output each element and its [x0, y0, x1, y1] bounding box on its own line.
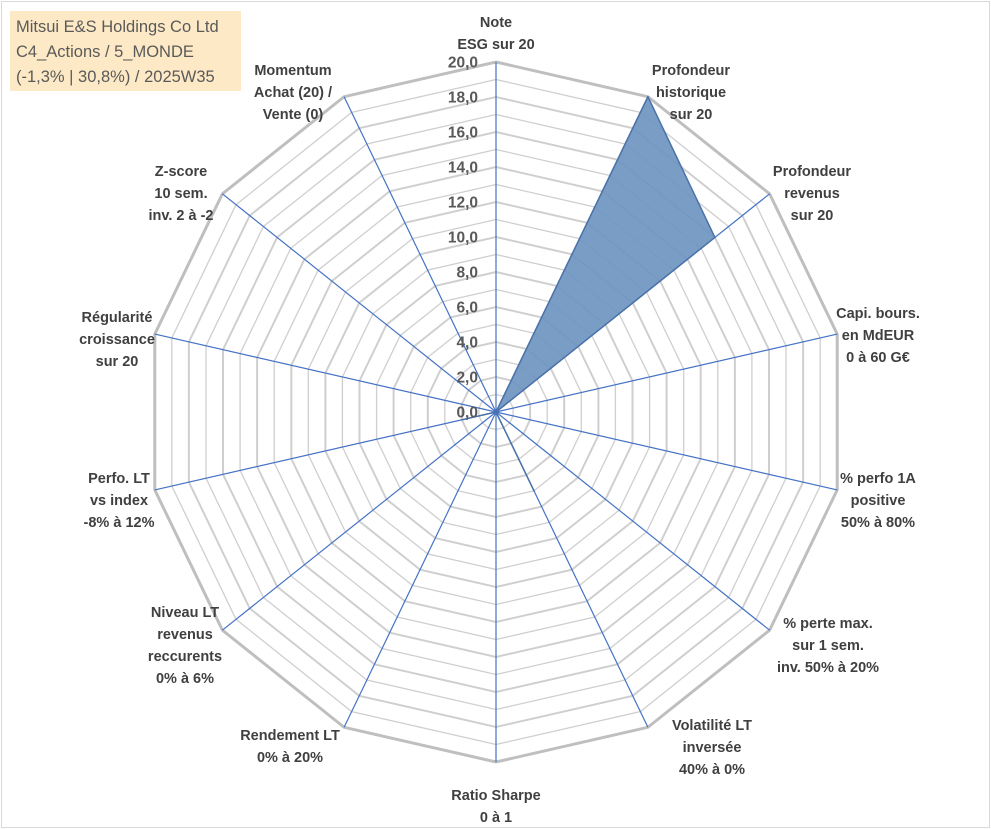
tick-label: 0,0 — [456, 405, 478, 422]
category-labels: Note ESG sur 20 Profondeur historique sur 20… — [79, 15, 920, 826]
category-label: Momentum Achat (20) / Vente (0) — [254, 63, 332, 123]
tick-label: 16,0 — [448, 125, 478, 142]
spoke-line — [495, 333, 838, 413]
tick-label: 6,0 — [456, 300, 478, 317]
spoke-line — [495, 411, 838, 491]
spoke-line — [154, 411, 497, 491]
category-label: % perfo 1A positive 50% à 80% — [840, 471, 916, 531]
spoke-line — [154, 333, 497, 413]
category-label: Volatilité LT inversée 40% à 0% — [672, 718, 752, 778]
title-line-company: Mitsui E&S Holdings Co Ltd — [16, 18, 219, 36]
tick-label: 20,0 — [448, 55, 478, 72]
tick-label: 12,0 — [448, 195, 478, 212]
tick-label: 18,0 — [448, 90, 478, 107]
spoke-line — [222, 411, 497, 631]
radar-series — [461, 95, 716, 492]
data-point — [495, 411, 497, 413]
category-label: Rendement LT 0% à 20% — [240, 728, 340, 766]
category-label: Z-score 10 sem. inv. 2 à -2 — [148, 164, 213, 224]
category-label: Régularité croissance sur 20 — [79, 310, 155, 370]
title-box: Mitsui E&S Holdings Co Ltd C4_Actions / … — [10, 11, 241, 91]
tick-label: 10,0 — [448, 230, 478, 247]
data-point — [647, 95, 649, 98]
data-point — [461, 419, 463, 421]
title-line-performance: (-1,3% | 30,8%) / 2025W35 — [16, 68, 215, 86]
tick-label: 2,0 — [456, 370, 478, 387]
tick-label: 4,0 — [456, 335, 478, 352]
category-label: Profondeur historique sur 20 — [652, 63, 730, 123]
series-area — [461, 95, 716, 492]
category-label: Niveau LT revenus reccurents 0% à 6% — [148, 605, 222, 687]
data-point — [533, 490, 535, 492]
spoke-line — [343, 96, 497, 413]
radial-tick-labels: 0,0 2,0 4,0 6,0 8,0 10,0 12,0 14,0 16,0 18,0 20,0 — [448, 55, 478, 422]
spoke-line — [495, 411, 770, 631]
data-point — [714, 236, 716, 239]
category-label: % perte max. sur 1 sem. inv. 50% à 20% — [777, 616, 879, 676]
category-label: Perfo. LT vs index -8% à 12% — [84, 471, 155, 531]
category-label: Profondeur revenus sur 20 — [773, 164, 851, 224]
spoke-line — [343, 411, 497, 728]
category-label: Capi. bours. en MdEUR 0 à 60 G€ — [836, 306, 920, 366]
spoke-line — [222, 193, 497, 413]
category-label: Ratio Sharpe 0 à 1 — [451, 788, 540, 826]
category-label: Note ESG sur 20 — [457, 15, 534, 53]
tick-label: 8,0 — [456, 265, 478, 282]
title-line-category: C4_Actions / 5_MONDE — [16, 43, 194, 61]
tick-label: 14,0 — [448, 160, 478, 177]
